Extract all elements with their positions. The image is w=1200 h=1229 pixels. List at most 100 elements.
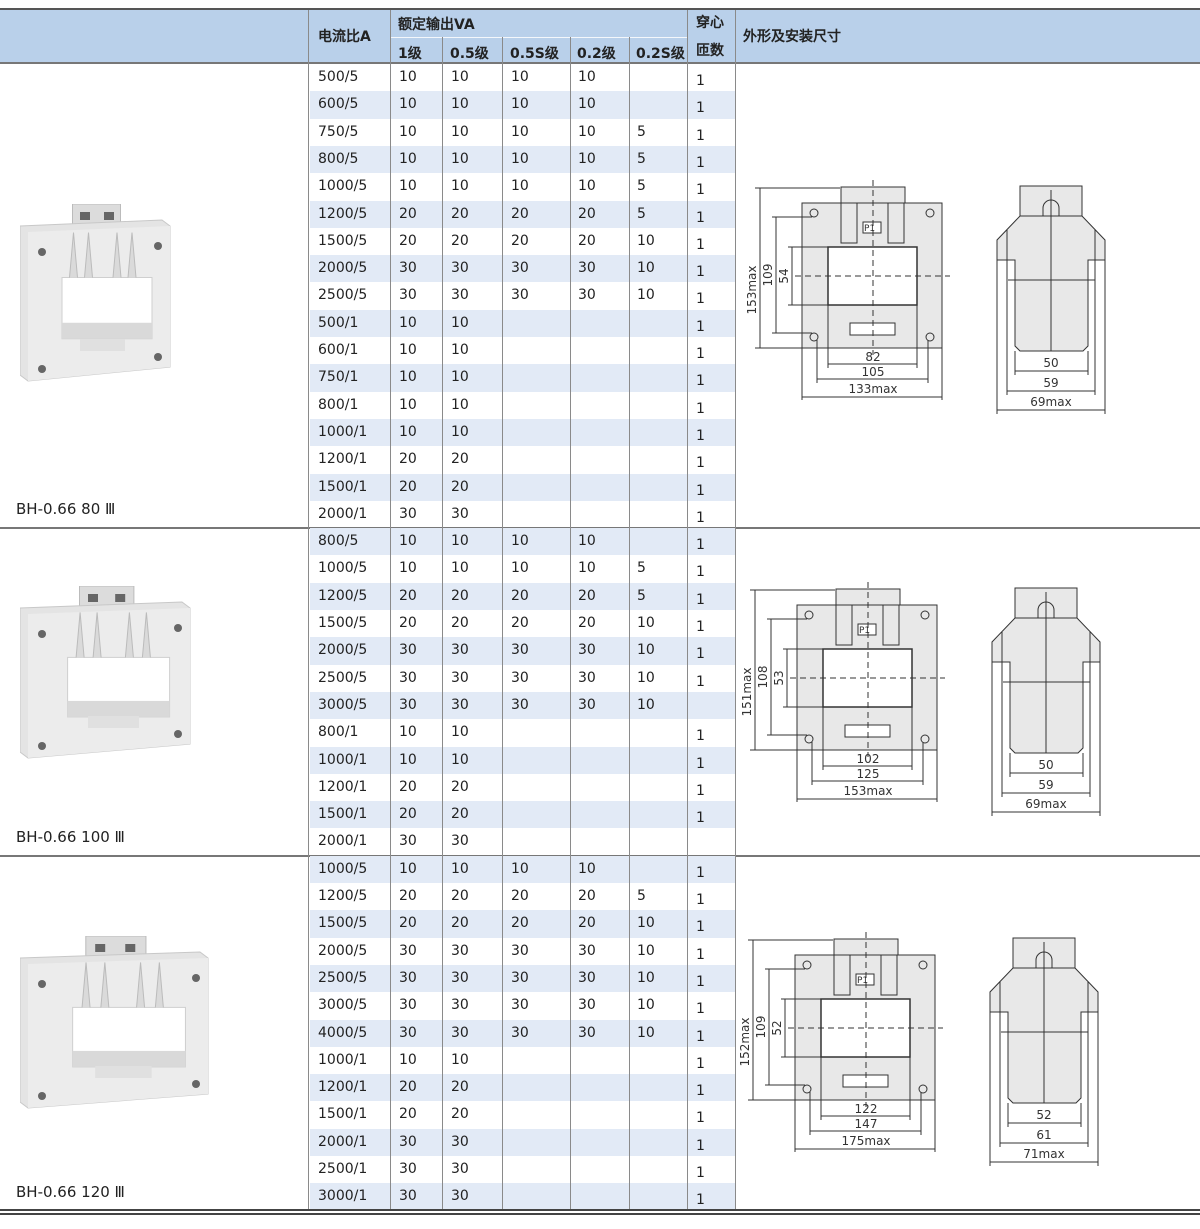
cell-class-1: 30 — [399, 997, 417, 1014]
cell-class-0.5s: 20 — [511, 888, 529, 904]
cell-class-1: 30 — [399, 1024, 417, 1041]
column-divider — [390, 10, 391, 1211]
cell-class-0.2: 10 — [578, 533, 596, 550]
cell-turns: 1 — [696, 264, 705, 281]
table-row: 1000/1 10 10 1 — [310, 418, 735, 447]
dim-side-mid: 61 — [1036, 1128, 1051, 1142]
cell-ratio: 1500/1 — [318, 1106, 368, 1123]
cell-class-0.2: 20 — [578, 888, 596, 904]
cell-class-1: 20 — [399, 778, 417, 795]
header-dimensions: 外形及安装尺寸 — [743, 29, 841, 45]
cell-class-0.5: 10 — [451, 560, 469, 577]
cell-class-0.2: 20 — [578, 587, 596, 604]
cell-turns: 1 — [696, 1192, 705, 1209]
cell-ratio: 2000/5 — [318, 942, 368, 959]
dim-mount-width: 125 — [857, 767, 880, 781]
cell-class-0.2: 30 — [578, 969, 596, 986]
dim-side-inner: 50 — [1043, 356, 1058, 370]
cell-turns: 1 — [696, 455, 705, 472]
cell-ratio: 800/5 — [318, 150, 359, 167]
dim-mount-width: 105 — [862, 365, 885, 379]
dimension-drawing: P1 151max 108 53 102 125 153max 50 59 69… — [740, 582, 1101, 816]
cell-turns: 1 — [696, 728, 705, 745]
cell-class-0.5s: 20 — [511, 205, 529, 222]
product-model: BH-0.66 120 Ⅲ — [16, 1182, 125, 1201]
table-row: 1000/1 10 10 1 — [310, 1047, 735, 1074]
cell-class-0.5s: 10 — [511, 123, 529, 140]
header-rated-output: 额定输出VA — [398, 17, 475, 33]
cell-class-0.5: 10 — [451, 860, 469, 877]
cell-ratio: 600/5 — [318, 96, 359, 113]
cell-turns: 1 — [696, 673, 705, 690]
cell-ratio: 750/5 — [318, 123, 359, 140]
cell-class-0.5s: 10 — [511, 860, 529, 877]
cell-turns: 1 — [696, 373, 705, 390]
cell-class-0.5: 20 — [451, 1106, 469, 1123]
cell-ratio: 1200/5 — [318, 587, 368, 604]
cell-class-0.2s: 5 — [637, 150, 646, 167]
cell-class-0.5: 10 — [451, 342, 469, 358]
table-header — [0, 10, 1200, 62]
cell-class-0.5: 10 — [451, 96, 469, 113]
cell-class-0.5s: 10 — [511, 150, 529, 167]
cell-class-0.5: 30 — [451, 942, 469, 959]
cell-class-0.5: 10 — [451, 751, 469, 768]
cell-class-1: 10 — [399, 396, 417, 413]
cell-class-0.5s: 10 — [511, 178, 529, 195]
table-row: 1000/5 10 10 10 10 5 1 — [310, 173, 735, 200]
cell-class-0.5: 20 — [451, 478, 469, 495]
cell-ratio: 1200/1 — [318, 451, 368, 468]
cell-class-0.2s: 10 — [637, 997, 655, 1014]
cell-turns: 1 — [696, 591, 705, 608]
cell-class-0.2: 30 — [578, 1024, 596, 1041]
cell-turns: 1 — [696, 973, 705, 990]
cell-class-0.5: 30 — [451, 669, 469, 686]
dim-mount-width: 147 — [855, 1117, 878, 1131]
cell-turns: 1 — [696, 619, 705, 635]
cell-class-0.5: 30 — [451, 287, 469, 304]
cell-class-0.5: 20 — [451, 451, 469, 468]
header-ratio: 电流比A — [318, 29, 371, 45]
cell-class-1: 20 — [399, 587, 417, 604]
table-row: 2500/5 30 30 30 30 10 1 — [310, 964, 735, 993]
dim-height-outer: 109 — [761, 264, 775, 287]
cell-class-0.2s: 5 — [637, 178, 646, 195]
cell-class-1: 20 — [399, 1106, 417, 1123]
table-row: 2000/1 30 30 1 — [310, 1128, 735, 1156]
cell-ratio: 1000/5 — [318, 860, 368, 877]
cell-turns: 1 — [696, 482, 705, 499]
cell-turns: 1 — [696, 209, 705, 226]
cell-class-0.5: 30 — [451, 696, 469, 713]
cell-class-0.5: 10 — [451, 724, 469, 741]
dim-side-inner: 52 — [1036, 1108, 1051, 1122]
cell-turns: 1 — [696, 236, 705, 253]
cell-class-0.2s: 10 — [637, 615, 655, 631]
cell-class-0.2s: 10 — [637, 915, 655, 932]
cell-turns: 1 — [696, 810, 705, 827]
cell-ratio: 2000/1 — [318, 1133, 368, 1150]
dim-width-max: 175max — [841, 1134, 890, 1148]
cell-class-1: 10 — [399, 751, 417, 768]
cell-class-1: 20 — [399, 478, 417, 495]
terminal-label: P1 — [859, 626, 870, 636]
cell-class-0.5: 20 — [451, 615, 469, 631]
dim-height-max: 151max — [740, 667, 754, 716]
header-class-0.2: 0.2级 — [577, 46, 616, 62]
column-divider — [308, 10, 309, 1211]
cell-class-0.5s: 20 — [511, 587, 529, 604]
cell-class-0.5s: 30 — [511, 1024, 529, 1041]
dim-depth-max: 69max — [1025, 797, 1066, 811]
cell-ratio: 1200/1 — [318, 778, 368, 795]
table-bottom-border-2 — [0, 1213, 1200, 1215]
cell-class-0.2s: 5 — [637, 587, 646, 604]
cell-class-0.5: 20 — [451, 587, 469, 604]
cell-turns: 1 — [696, 919, 705, 936]
cell-ratio: 1000/5 — [318, 560, 368, 577]
cell-class-1: 10 — [399, 150, 417, 167]
cell-class-0.2: 30 — [578, 696, 596, 713]
column-divider — [442, 37, 443, 1211]
cell-ratio: 3000/5 — [318, 696, 368, 713]
cell-class-0.2: 20 — [578, 205, 596, 222]
cell-class-1: 20 — [399, 1079, 417, 1096]
cell-class-0.2: 20 — [578, 615, 596, 631]
